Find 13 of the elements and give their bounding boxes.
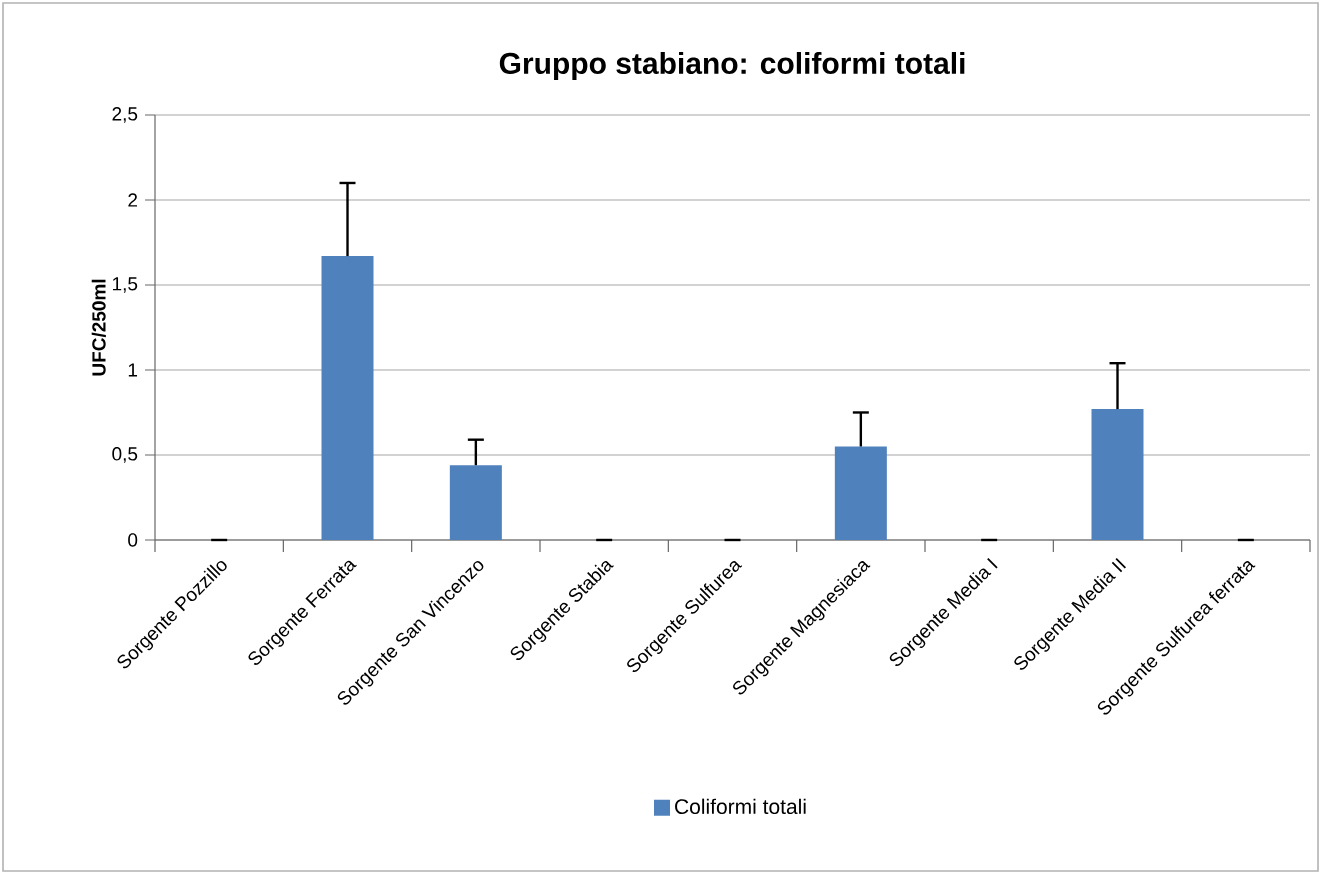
bar xyxy=(321,256,374,540)
y-axis-title: UFC/250ml xyxy=(91,279,106,376)
y-tick-label: 1,5 xyxy=(112,277,138,293)
y-tick-label: 2 xyxy=(128,193,138,207)
bar xyxy=(449,465,502,540)
legend-label: Coliformi totali xyxy=(675,798,806,815)
bar xyxy=(834,446,887,540)
y-tick-label: 2,5 xyxy=(112,107,138,123)
y-tick-label: 0,5 xyxy=(112,447,138,463)
y-tick-label: 1 xyxy=(128,363,138,377)
y-tick-label: 0 xyxy=(128,533,138,547)
chart-title: Gruppo stabiano: coliformi totali xyxy=(499,52,965,80)
bar xyxy=(1091,409,1144,540)
